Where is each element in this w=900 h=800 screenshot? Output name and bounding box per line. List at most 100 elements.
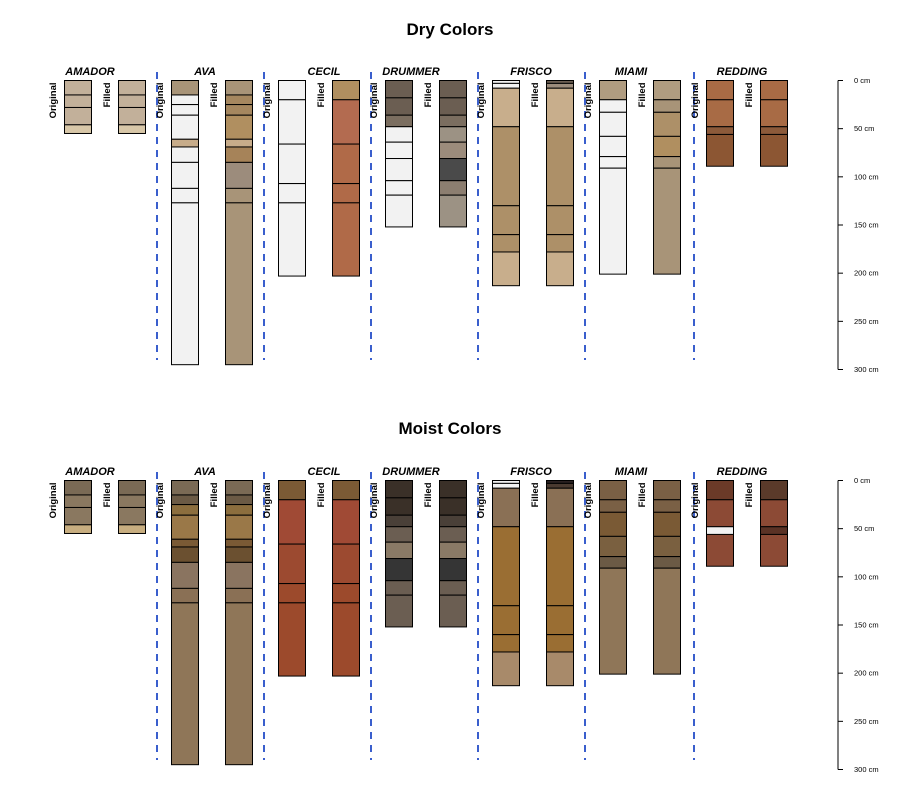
column-label: Filled <box>530 482 541 507</box>
horizon <box>492 82 520 89</box>
horizon <box>278 99 306 145</box>
profile-ava: AVA Original Filled <box>155 466 253 766</box>
column-label: Original <box>155 83 166 119</box>
horizon <box>118 480 146 496</box>
horizon <box>599 167 627 275</box>
horizon <box>332 602 360 677</box>
profile-column-original: Original <box>369 80 413 228</box>
column-label: Filled <box>209 482 220 507</box>
panel-moist-colors: Moist Colors AMADOR Original Filled AVA Origi… <box>48 419 879 774</box>
horizon <box>653 80 681 101</box>
profile-name: REDDING <box>717 466 768 478</box>
horizon <box>492 482 520 489</box>
horizon <box>225 538 253 548</box>
horizon <box>278 602 306 677</box>
horizon <box>439 580 467 596</box>
profile-name: CECIL <box>308 66 341 78</box>
horizon <box>332 99 360 145</box>
depth-tick-label: 250 cm <box>854 717 879 726</box>
depth-tick-label: 50 cm <box>854 524 874 533</box>
column-label: Filled <box>423 482 434 507</box>
horizon <box>385 541 413 560</box>
horizon <box>492 205 520 236</box>
horizon <box>599 80 627 101</box>
horizon <box>64 106 92 126</box>
horizon <box>171 80 199 96</box>
horizon <box>439 141 467 160</box>
profile-name: MIAMI <box>615 66 648 78</box>
horizon <box>706 80 734 101</box>
panel-dry-colors: Dry Colors AMADOR Original Filled AVA Origina… <box>48 20 879 374</box>
horizon <box>171 494 199 506</box>
horizon <box>439 541 467 560</box>
profile-column-original: Original <box>476 480 520 687</box>
horizon <box>492 487 520 528</box>
profile-cecil: CECIL Original Filled <box>262 66 360 277</box>
profile-name: AMADOR <box>64 466 115 478</box>
horizon <box>64 124 92 134</box>
horizon <box>332 183 360 204</box>
horizon <box>171 587 199 604</box>
horizon <box>171 546 199 563</box>
horizon <box>278 583 306 604</box>
horizon <box>599 99 627 113</box>
horizon <box>546 651 574 687</box>
horizon <box>546 87 574 128</box>
profile-cecil: CECIL Original Filled <box>262 466 360 677</box>
horizon <box>385 480 413 499</box>
column-label: Original <box>583 483 594 519</box>
horizon <box>171 187 199 204</box>
column-label: Original <box>583 83 594 119</box>
horizon <box>439 497 467 516</box>
profile-name: AVA <box>193 466 216 478</box>
horizon <box>385 141 413 160</box>
horizon <box>599 480 627 501</box>
horizon <box>171 146 199 163</box>
horizon <box>385 80 413 99</box>
horizon <box>439 526 467 543</box>
horizon <box>118 94 146 108</box>
horizon <box>653 535 681 558</box>
horizon <box>332 583 360 604</box>
profile-column-filled: Filled <box>209 80 253 366</box>
column-label: Original <box>369 83 380 119</box>
horizon <box>546 234 574 253</box>
horizon <box>332 543 360 585</box>
column-label: Filled <box>637 82 648 107</box>
horizon <box>653 135 681 158</box>
profile-column-filled: Filled <box>316 80 360 277</box>
horizon <box>706 126 734 135</box>
column-label: Original <box>690 83 701 119</box>
profile-name: FRISCO <box>510 466 552 478</box>
profile-column-filled: Filled <box>744 80 788 167</box>
depth-tick-label: 100 cm <box>854 572 879 581</box>
profile-column-original: Original <box>690 480 734 567</box>
horizon <box>546 482 574 489</box>
horizon <box>332 143 360 185</box>
horizon <box>492 526 520 607</box>
horizon <box>225 138 253 148</box>
profile-column-original: Original <box>369 480 413 628</box>
horizon <box>278 80 306 101</box>
horizon <box>332 202 360 277</box>
column-label: Original <box>48 83 59 119</box>
horizon <box>439 480 467 499</box>
horizon <box>278 480 306 501</box>
profile-column-original: Original <box>583 80 627 275</box>
horizon <box>332 480 360 501</box>
depth-axis: 0 cm 50 cm 100 cm 150 cm 200 cm 250 cm 300 cm <box>837 476 879 774</box>
depth-tick-label: 50 cm <box>854 124 874 133</box>
column-label: Filled <box>637 482 648 507</box>
horizon <box>385 114 413 128</box>
horizon <box>64 480 92 496</box>
profile-column-filled: Filled <box>316 480 360 677</box>
horizon <box>760 526 788 535</box>
profile-name: AVA <box>193 66 216 78</box>
profile-column-filled: Filled <box>423 480 467 628</box>
profile-column-original: Original <box>476 80 520 287</box>
horizon <box>546 82 574 89</box>
horizon <box>706 526 734 535</box>
profile-column-filled: Filled <box>744 480 788 567</box>
horizon <box>653 480 681 501</box>
